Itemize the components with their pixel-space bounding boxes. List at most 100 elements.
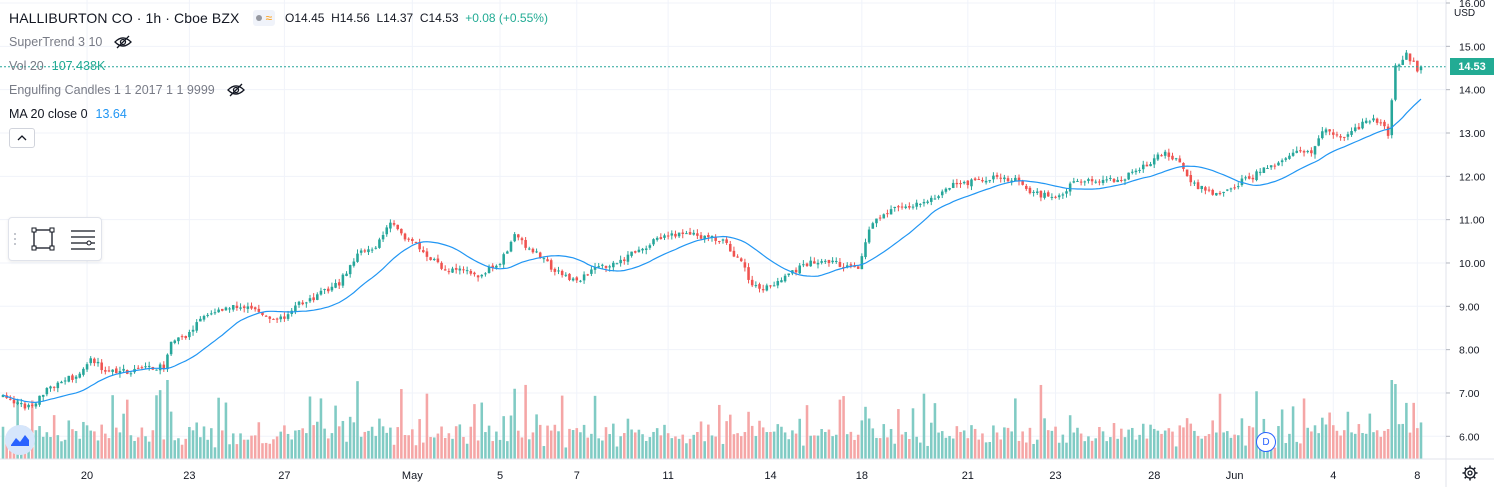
volume-bar xyxy=(454,426,458,459)
candle-body xyxy=(1332,132,1335,135)
candle-body xyxy=(345,273,348,276)
candle-body xyxy=(633,251,637,253)
price-tick-label: 7.00 xyxy=(1459,388,1480,400)
candle-body xyxy=(498,264,502,266)
rectangle-tool-icon[interactable] xyxy=(31,227,55,251)
volume-bar xyxy=(1174,446,1178,459)
candle-body xyxy=(981,179,984,182)
candle-body xyxy=(319,290,323,295)
candle-body xyxy=(1394,65,1397,100)
candle-body xyxy=(1361,121,1364,129)
candle-body xyxy=(235,305,239,308)
candle-body xyxy=(845,265,849,267)
volume-bar xyxy=(476,440,480,459)
volume-bar xyxy=(743,432,747,459)
candle-body xyxy=(1109,177,1112,179)
symbol-title[interactable]: HALLIBURTON CO · 1h · Cboe BZX xyxy=(9,10,240,26)
candle-body xyxy=(213,312,217,314)
eye-hidden-icon[interactable] xyxy=(226,83,245,97)
drag-handle-icon[interactable] xyxy=(14,233,16,245)
volume-bar xyxy=(246,439,250,459)
volume-bar xyxy=(666,433,670,459)
dividend-marker[interactable]: D xyxy=(1256,432,1276,452)
candle-body xyxy=(301,302,304,305)
candle-body xyxy=(999,177,1002,179)
candle-body xyxy=(842,266,845,268)
volume-bar xyxy=(1163,430,1167,459)
tradingview-logo-icon[interactable] xyxy=(5,425,35,455)
candle-body xyxy=(465,270,469,272)
volume-bar xyxy=(962,430,966,459)
candle-body xyxy=(469,270,473,274)
volume-bar xyxy=(919,442,922,459)
volume-bar xyxy=(286,433,290,459)
volume-bar xyxy=(575,428,579,459)
candle-body xyxy=(608,266,611,268)
indicator-row-ma[interactable]: MA 20 close 0 13.64 xyxy=(9,102,548,126)
indicator-row-engulfing[interactable]: Engulfing Candles 1 1 2017 1 1 9999 xyxy=(9,78,548,102)
candle-body xyxy=(1021,180,1024,185)
lines-tool-icon[interactable] xyxy=(71,230,95,250)
indicator-row-volume[interactable]: Vol 20 107.438K xyxy=(9,54,548,78)
volume-bar xyxy=(202,426,206,459)
volume-bar xyxy=(41,436,45,459)
candle-body xyxy=(1233,187,1236,189)
volume-bar xyxy=(290,439,293,459)
candle-body xyxy=(1258,171,1262,173)
volume-bar xyxy=(367,430,370,459)
candle-body xyxy=(195,322,198,331)
volume-bar xyxy=(52,415,56,459)
candle-body xyxy=(1262,167,1266,173)
candle-body xyxy=(264,315,268,317)
volume-bar xyxy=(1152,428,1156,459)
volume-bar xyxy=(1141,423,1145,459)
volume-bar xyxy=(626,418,630,459)
candle-body xyxy=(1350,131,1353,135)
candle-body xyxy=(1076,180,1079,182)
candle-body xyxy=(652,239,655,245)
volume-bar xyxy=(780,426,783,459)
volume-bar xyxy=(491,441,494,459)
volume-bar xyxy=(1357,424,1361,459)
candle-body xyxy=(60,381,63,384)
volume-bar xyxy=(155,395,158,459)
volume-bar xyxy=(1061,434,1065,459)
candle-body xyxy=(732,250,736,257)
candle-body xyxy=(739,258,743,262)
candle-body xyxy=(1302,151,1306,153)
candle-body xyxy=(30,404,34,406)
volume-bar xyxy=(513,388,516,459)
candle-body xyxy=(1185,169,1189,177)
volume-bar xyxy=(564,447,568,459)
candle-body xyxy=(1061,194,1065,196)
volume-bar xyxy=(294,430,297,459)
volume-bar xyxy=(838,399,842,459)
volume-bar xyxy=(301,428,304,459)
collapse-legend-button[interactable] xyxy=(9,128,35,148)
volume-bar xyxy=(1247,425,1251,459)
volume-bar xyxy=(348,416,352,459)
candle-body xyxy=(937,196,940,199)
eye-hidden-icon[interactable] xyxy=(114,35,133,49)
volume-bar xyxy=(1335,430,1339,459)
volume-bar xyxy=(1350,432,1353,459)
volume-bars xyxy=(1,380,1423,459)
volume-bar xyxy=(352,422,356,459)
candle-body xyxy=(78,373,82,378)
candle-body xyxy=(52,386,56,388)
gear-icon[interactable] xyxy=(1462,465,1478,481)
volume-bar xyxy=(973,428,977,459)
volume-bar xyxy=(601,440,604,459)
volume-bar xyxy=(1035,439,1039,459)
candle-body xyxy=(951,182,955,188)
candle-body xyxy=(1123,179,1127,181)
volume-bar xyxy=(856,434,860,459)
candle-body xyxy=(948,187,951,190)
candle-body xyxy=(1046,192,1050,197)
volume-bar xyxy=(1211,420,1214,459)
market-status-badge[interactable]: ≈ xyxy=(253,10,276,26)
indicator-row-supertrend[interactable]: SuperTrend 3 10 xyxy=(9,30,548,54)
volume-bar xyxy=(860,420,864,459)
candle-body xyxy=(1405,52,1408,60)
